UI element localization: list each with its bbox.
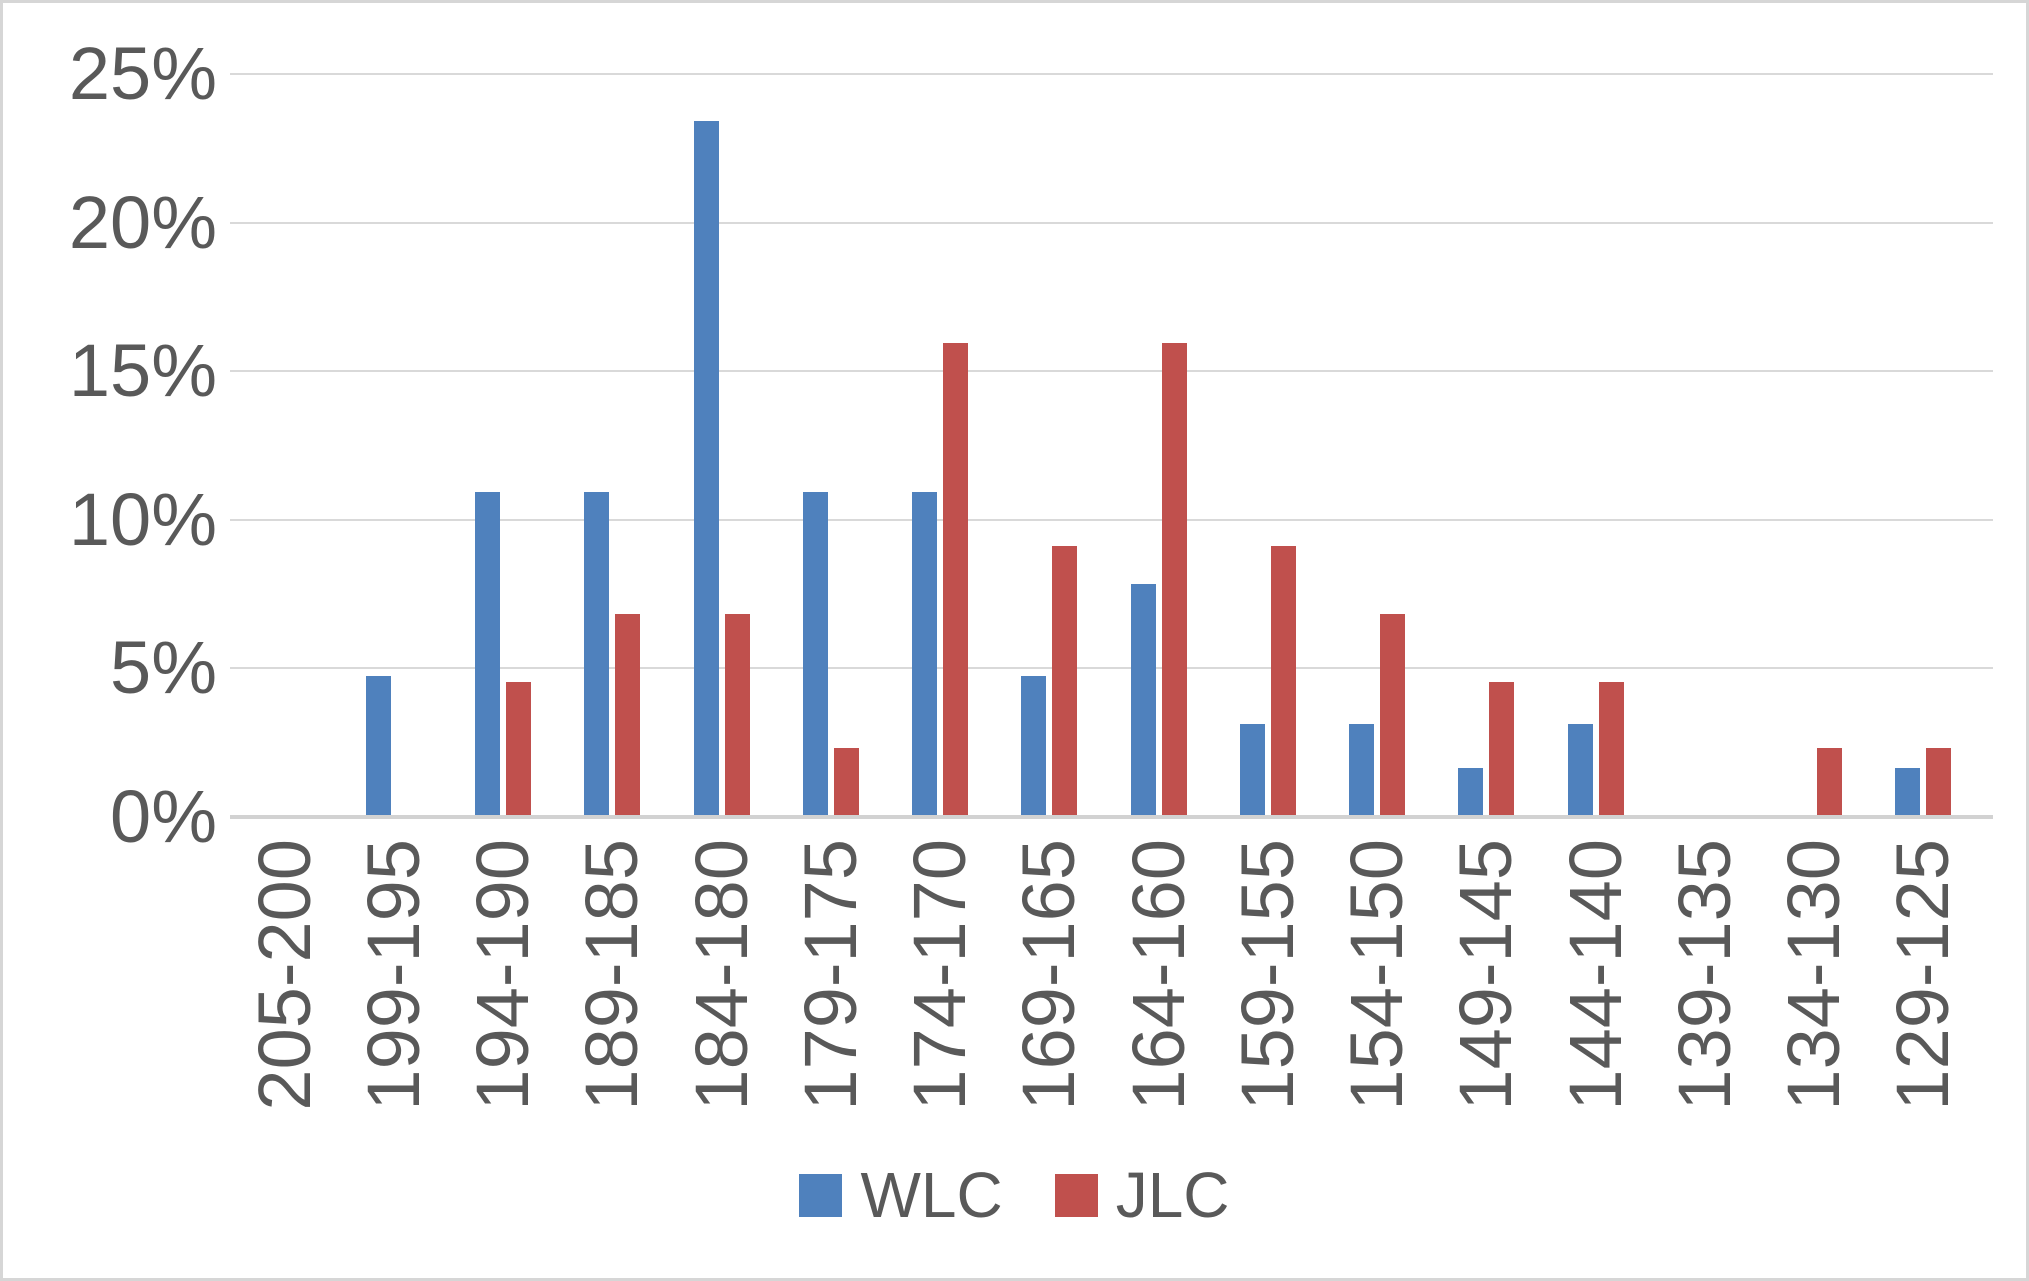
x-axis-category-label-text: 154-150 [1335, 839, 1419, 1111]
gridline [230, 370, 1993, 373]
bar-wlc-194-190 [475, 492, 501, 816]
legend-item-wlc: WLC [799, 1159, 1003, 1231]
gridline [230, 221, 1993, 224]
bar-jlc-194-190 [506, 682, 532, 816]
y-axis-tick-label: 5% [110, 626, 217, 710]
bar-wlc-159-155 [1239, 723, 1265, 816]
x-axis-category-label-text: 179-175 [788, 839, 872, 1111]
bar-wlc-129-125 [1895, 768, 1921, 816]
bar-jlc-134-130 [1817, 747, 1843, 816]
x-axis-category-label-text: 194-190 [461, 839, 545, 1111]
x-axis-category-label-text: 149-145 [1444, 839, 1528, 1111]
bar-wlc-154-150 [1349, 723, 1375, 816]
bar-wlc-184-180 [693, 120, 719, 816]
bar-jlc-179-175 [833, 747, 859, 816]
x-axis-category-label-text: 174-170 [898, 839, 982, 1111]
x-axis-category-label-text: 134-130 [1772, 839, 1856, 1111]
bar-jlc-184-180 [724, 613, 750, 816]
gridline [230, 73, 1993, 75]
bar-jlc-149-145 [1489, 682, 1515, 816]
bar-jlc-159-155 [1270, 545, 1296, 816]
gridline [230, 667, 1993, 670]
bar-wlc-189-185 [584, 492, 610, 816]
bar-jlc-174-170 [943, 343, 969, 816]
bar-wlc-169-165 [1021, 676, 1047, 816]
bar-jlc-164-160 [1161, 343, 1187, 816]
bar-wlc-179-175 [802, 492, 828, 816]
legend-swatch-wlc [799, 1173, 843, 1217]
x-axis-category-label-text: 129-125 [1881, 839, 1965, 1111]
y-axis-tick-label: 0% [110, 775, 217, 858]
x-axis-line [230, 815, 1993, 819]
y-axis-tick-label: 20% [68, 180, 217, 264]
x-axis-category-label-text: 144-140 [1553, 839, 1637, 1111]
legend-label-jlc: JLC [1115, 1159, 1230, 1231]
bar-jlc-144-140 [1598, 682, 1624, 816]
x-axis-category-label-text: 205-200 [242, 839, 326, 1111]
y-axis-tick-label: 10% [68, 477, 217, 561]
legend-swatch-jlc [1054, 1173, 1098, 1217]
bar-jlc-154-150 [1380, 613, 1406, 816]
bar-wlc-199-195 [365, 676, 391, 816]
x-axis-category-label-text: 159-155 [1225, 839, 1309, 1111]
y-axis-tick-label: 25% [68, 32, 217, 115]
chart-legend: WLC JLC [3, 1155, 2026, 1235]
x-axis-category-label-text: 184-180 [679, 839, 763, 1111]
legend-label-wlc: WLC [860, 1159, 1003, 1231]
bar-wlc-149-145 [1458, 768, 1484, 816]
x-axis-category-label-text: 199-195 [351, 839, 435, 1111]
bar-jlc-169-165 [1052, 545, 1078, 816]
bar-wlc-144-140 [1567, 723, 1593, 816]
gridline [230, 518, 1993, 521]
x-axis-category-label-text: 189-185 [570, 839, 654, 1111]
x-axis-category-label-text: 169-165 [1007, 839, 1091, 1111]
legend-item-jlc: JLC [1054, 1159, 1230, 1231]
bar-wlc-174-170 [912, 492, 938, 816]
x-axis-category-label-text: 164-160 [1116, 839, 1200, 1111]
y-axis-tick-label: 15% [68, 329, 217, 413]
bar-wlc-164-160 [1130, 584, 1156, 816]
bar-jlc-129-125 [1926, 747, 1952, 816]
bar-jlc-189-185 [615, 613, 641, 816]
x-axis-category-label-text: 139-135 [1662, 839, 1746, 1111]
